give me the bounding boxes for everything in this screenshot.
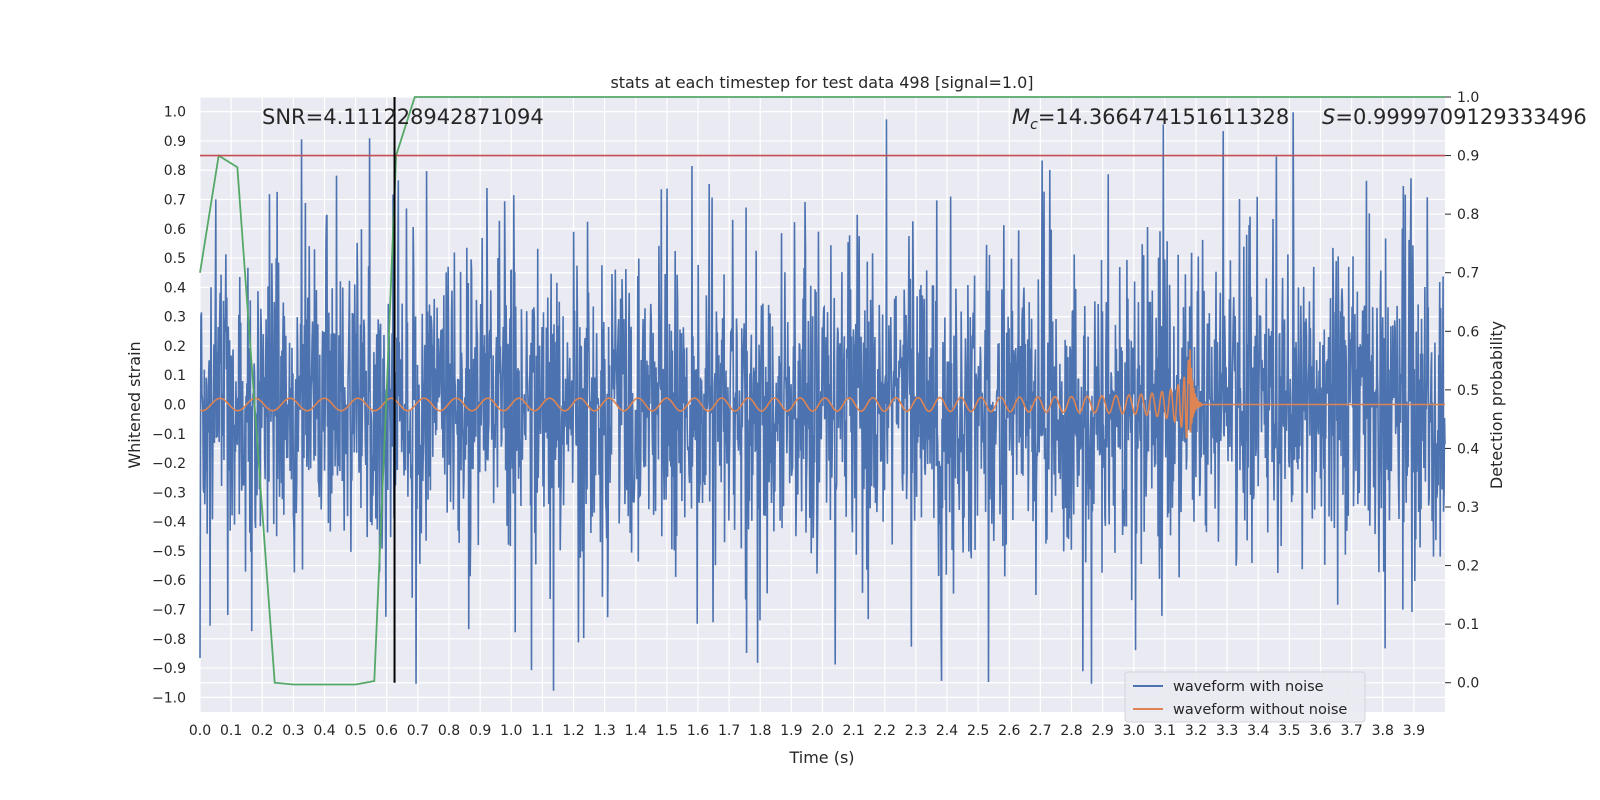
y-tick-label: −0.4	[152, 515, 186, 531]
x-tick-label: 2.2	[874, 723, 896, 739]
y-tick-label: −0.7	[152, 603, 186, 619]
y-axis-label: Whitened strain	[125, 341, 144, 468]
y-tick-label: −0.3	[152, 485, 186, 501]
y-tick-label: 1.0	[164, 105, 186, 121]
x-tick-label: 0.9	[469, 723, 491, 739]
x-tick-label: 2.8	[1060, 723, 1082, 739]
y-tick-label: 0.1	[164, 368, 186, 384]
y2-tick-label: 0.5	[1457, 383, 1479, 399]
y-tick-label: 0.5	[164, 251, 186, 267]
x-tick-label: 2.6	[998, 723, 1020, 739]
x-tick-label: 1.6	[687, 723, 709, 739]
x-axis-label: Time (s)	[788, 748, 854, 767]
y2-tick-label: 0.0	[1457, 676, 1479, 692]
y2-tick-label: 0.4	[1457, 441, 1479, 457]
x-tick-label: 1.3	[593, 723, 615, 739]
legend-box	[1124, 671, 1366, 723]
x-tick-label: 1.7	[718, 723, 740, 739]
x-tick-label: 1.1	[531, 723, 553, 739]
x-tick-label: 3.1	[1154, 723, 1176, 739]
y-tick-labels: 1.0 0.9 0.8 0.7 0.6 0.5 0.4 0.3 0.2 0.1 0.0 −0.1 −0.…	[152, 105, 186, 707]
x-tick-label: 3.5	[1278, 723, 1300, 739]
x-tick-label: 0.4	[313, 723, 335, 739]
y-tick-label: 0.0	[164, 398, 186, 414]
x-tick-label: 2.1	[842, 723, 864, 739]
noise-line	[199, 112, 1446, 691]
y-tick-label: 0.9	[164, 134, 186, 150]
x-tick-label: 3.6	[1309, 723, 1331, 739]
x-tick-label: 1.4	[625, 723, 647, 739]
clean-line	[199, 349, 1445, 439]
x-tick-label: 0.8	[438, 723, 460, 739]
legend-label-clean: waveform without noise	[1173, 702, 1347, 718]
series-detection-probability	[199, 96, 1445, 686]
chart-title: stats at each timestep for test data 498…	[610, 73, 1033, 92]
x-tick-label: 2.5	[967, 723, 989, 739]
y-tick-label: −0.5	[152, 544, 186, 560]
y2-tick-label: 0.2	[1457, 559, 1479, 575]
y-tick-label: 0.8	[164, 163, 186, 179]
y2-tick-label: 0.9	[1457, 149, 1479, 165]
x-tick-label: 0.3	[282, 723, 304, 739]
x-tick-label: 3.9	[1403, 723, 1425, 739]
y2-tick-label: 0.1	[1457, 617, 1479, 633]
x-tick-label: 0.6	[376, 723, 398, 739]
x-tick-label: 0.5	[344, 723, 366, 739]
x-tick-label: 3.8	[1372, 723, 1394, 739]
x-tick-label: 3.4	[1247, 723, 1269, 739]
y-tick-label: −0.9	[152, 661, 186, 677]
probability-line	[199, 96, 1445, 686]
y-tick-label: −0.1	[152, 427, 186, 443]
y-tick-label: −0.6	[152, 573, 186, 589]
y2-tick-label: 0.8	[1457, 207, 1479, 223]
x-tick-label: 3.0	[1123, 723, 1145, 739]
chirp-mass-annotation: Mc=14.366474151611328	[1012, 105, 1289, 133]
legend: waveform with noise waveform without noi…	[1124, 671, 1366, 723]
y2-tick-labels: 1.0 0.9 0.8 0.7 0.6 0.5 0.4 0.3 0.2 0.1 0.0	[1445, 90, 1479, 692]
x-tick-label: 2.9	[1091, 723, 1113, 739]
y2-tick-label: 0.6	[1457, 324, 1479, 340]
y2-tick-label: 0.7	[1457, 266, 1479, 282]
x-tick-labels: 0.0 0.1 0.2 0.3 0.4 0.5 0.6 0.7 0.8 0.9 1.0 1.1 1.2 1…	[189, 723, 1425, 739]
x-tick-label: 3.2	[1185, 723, 1207, 739]
series-waveform-with-noise	[199, 112, 1446, 691]
x-tick-label: 2.4	[936, 723, 958, 739]
y2-axis-label: Detection probability	[1487, 321, 1506, 489]
y-tick-label: 0.7	[164, 193, 186, 209]
series-waveform-without-noise	[199, 349, 1445, 439]
reference-lines	[200, 97, 1445, 683]
y-tick-label: −0.8	[152, 632, 186, 648]
x-tick-label: 2.3	[905, 723, 927, 739]
y-tick-label: 0.4	[164, 280, 186, 296]
legend-label-noise: waveform with noise	[1173, 679, 1324, 695]
y-tick-label: 0.6	[164, 222, 186, 238]
x-tick-label: 3.7	[1340, 723, 1362, 739]
y2-tick-label: 0.3	[1457, 500, 1479, 516]
y-tick-label: 0.3	[164, 310, 186, 326]
y-tick-label: 0.2	[164, 339, 186, 355]
x-tick-label: 1.2	[562, 723, 584, 739]
y-tick-label: −1.0	[152, 690, 186, 706]
x-tick-label: 1.8	[749, 723, 771, 739]
x-tick-label: 0.0	[189, 723, 211, 739]
x-tick-label: 1.5	[656, 723, 678, 739]
x-tick-label: 1.9	[780, 723, 802, 739]
x-tick-label: 2.0	[811, 723, 833, 739]
x-tick-label: 0.2	[251, 723, 273, 739]
y-tick-label: −0.2	[152, 456, 186, 472]
snr-annotation: SNR=4.111228942871094	[262, 105, 544, 129]
score-annotation: S=0.9999709129333496	[1322, 105, 1587, 129]
x-tick-label: 1.0	[500, 723, 522, 739]
x-tick-label: 2.7	[1029, 723, 1051, 739]
x-tick-label: 3.3	[1216, 723, 1238, 739]
x-tick-label: 0.1	[220, 723, 242, 739]
y2-tick-label: 1.0	[1457, 90, 1479, 106]
x-tick-label: 0.7	[407, 723, 429, 739]
